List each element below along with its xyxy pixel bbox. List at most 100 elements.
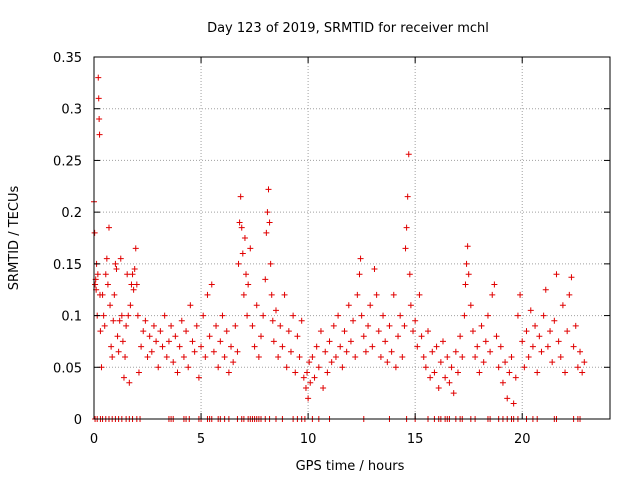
data-point <box>581 359 588 366</box>
data-point <box>433 343 440 350</box>
data-point <box>235 260 242 267</box>
data-point <box>132 245 139 252</box>
data-point <box>159 343 166 350</box>
data-point <box>304 369 311 376</box>
data-point <box>253 302 260 309</box>
data-point <box>315 364 322 371</box>
data-point <box>462 281 469 288</box>
data-point <box>236 219 243 226</box>
data-point <box>534 369 541 376</box>
data-point <box>223 328 230 335</box>
y-tick-label: 0.15 <box>53 258 82 273</box>
data-point <box>547 328 554 335</box>
data-point <box>131 266 138 273</box>
data-point <box>464 243 471 250</box>
data-point <box>174 369 181 376</box>
data-point <box>356 271 363 278</box>
data-point <box>482 338 489 345</box>
data-point <box>463 260 470 267</box>
data-point <box>324 369 331 376</box>
data-point <box>140 328 147 335</box>
data-point <box>557 353 564 360</box>
data-point <box>165 338 172 345</box>
data-point <box>130 286 137 293</box>
data-point <box>238 224 245 231</box>
data-point <box>189 338 196 345</box>
data-point <box>487 348 494 355</box>
data-point <box>309 353 316 360</box>
data-point <box>493 333 500 340</box>
x-tick-label: 20 <box>514 432 531 447</box>
data-point <box>425 328 432 335</box>
data-point <box>375 328 382 335</box>
data-point <box>157 328 164 335</box>
data-point <box>326 338 333 345</box>
y-tick-label: 0 <box>74 413 82 428</box>
y-tick-label: 0.05 <box>53 361 82 376</box>
data-points <box>91 74 588 422</box>
data-point <box>287 348 294 355</box>
data-point <box>358 312 365 319</box>
data-point <box>101 322 108 329</box>
data-point <box>268 291 275 298</box>
data-point <box>480 359 487 366</box>
data-point <box>506 369 513 376</box>
data-point <box>112 260 119 267</box>
x-tick-label: 10 <box>300 432 317 447</box>
data-point <box>369 343 376 350</box>
data-point <box>94 271 101 278</box>
data-point <box>337 343 344 350</box>
data-point <box>126 379 133 386</box>
data-point <box>298 317 305 324</box>
data-point <box>437 359 444 366</box>
data-point <box>452 348 459 355</box>
data-point <box>92 281 99 288</box>
data-point <box>420 353 427 360</box>
data-point <box>122 353 129 360</box>
data-point <box>476 369 483 376</box>
data-point <box>245 281 252 288</box>
data-point <box>249 322 256 329</box>
plot-frame <box>93 56 611 420</box>
data-point <box>290 312 297 319</box>
data-point <box>365 322 372 329</box>
data-point <box>467 302 474 309</box>
data-point <box>244 312 251 319</box>
data-point <box>108 343 115 350</box>
data-point <box>392 364 399 371</box>
data-point <box>183 328 190 335</box>
data-point <box>399 353 406 360</box>
data-point <box>568 274 575 281</box>
data-point <box>431 369 438 376</box>
data-point <box>247 245 254 252</box>
data-point <box>317 328 324 335</box>
data-point <box>255 353 262 360</box>
data-point <box>170 359 177 366</box>
data-point <box>285 328 292 335</box>
data-point <box>544 343 551 350</box>
data-point <box>551 317 558 324</box>
data-point <box>320 384 327 391</box>
data-point <box>360 333 367 340</box>
data-point <box>128 281 135 288</box>
data-point <box>200 312 207 319</box>
data-point <box>412 317 419 324</box>
data-point <box>120 374 127 381</box>
data-point <box>113 266 120 273</box>
data-point <box>264 209 271 216</box>
data-point <box>352 353 359 360</box>
data-point <box>300 374 307 381</box>
data-point <box>332 353 339 360</box>
data-point <box>204 291 211 298</box>
data-point <box>307 379 314 386</box>
data-point <box>489 291 496 298</box>
data-point <box>161 312 168 319</box>
x-tick-label: 15 <box>407 432 424 447</box>
data-point <box>185 364 192 371</box>
data-point <box>117 255 124 262</box>
data-point <box>133 281 140 288</box>
data-point <box>148 348 155 355</box>
data-point <box>219 312 226 319</box>
data-point <box>397 312 404 319</box>
data-point <box>572 322 579 329</box>
